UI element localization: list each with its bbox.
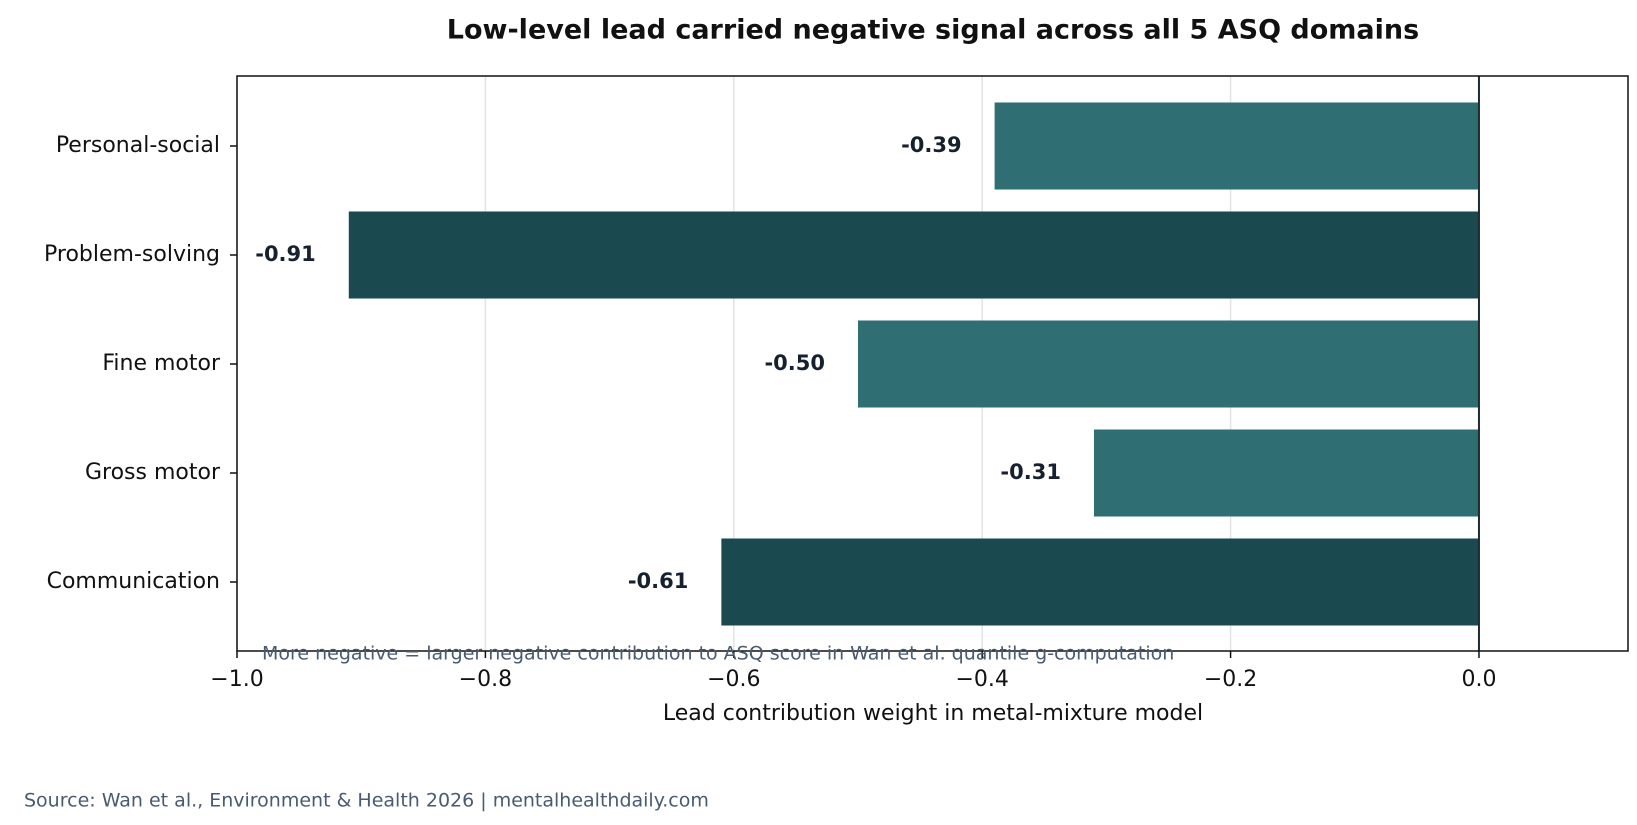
- x-tick-label: −1.0: [210, 667, 263, 692]
- y-tick-label: Communication: [47, 569, 220, 594]
- x-tick-label: −0.6: [707, 667, 760, 692]
- bar: [348, 211, 1479, 299]
- bar: [1093, 429, 1479, 517]
- y-tick-label: Fine motor: [102, 351, 221, 376]
- bar: [857, 320, 1479, 408]
- chart-title: Low-level lead carried negative signal a…: [447, 15, 1419, 46]
- y-tick-label: Personal-social: [56, 133, 220, 158]
- bar: [721, 538, 1479, 626]
- x-axis-label: Lead contribution weight in metal-mixtur…: [663, 701, 1203, 726]
- bar: [994, 102, 1479, 190]
- x-tick-label: −0.4: [955, 667, 1008, 692]
- x-tick-label: −0.2: [1204, 667, 1257, 692]
- x-tick-label: 0.0: [1461, 667, 1496, 692]
- value-label: -0.39: [901, 133, 962, 157]
- annotation: More negative = larger negative contribu…: [262, 643, 1174, 665]
- value-label: -0.91: [255, 242, 316, 266]
- y-tick-label: Problem-solving: [44, 242, 220, 267]
- x-tick-label: −0.8: [459, 667, 512, 692]
- plot-frame: [236, 75, 1629, 652]
- value-label: -0.61: [628, 569, 689, 593]
- value-label: -0.50: [764, 351, 825, 375]
- value-label: -0.31: [1000, 460, 1061, 484]
- y-tick-label: Gross motor: [85, 460, 221, 485]
- source: Source: Wan et al., Environment & Health…: [24, 790, 709, 812]
